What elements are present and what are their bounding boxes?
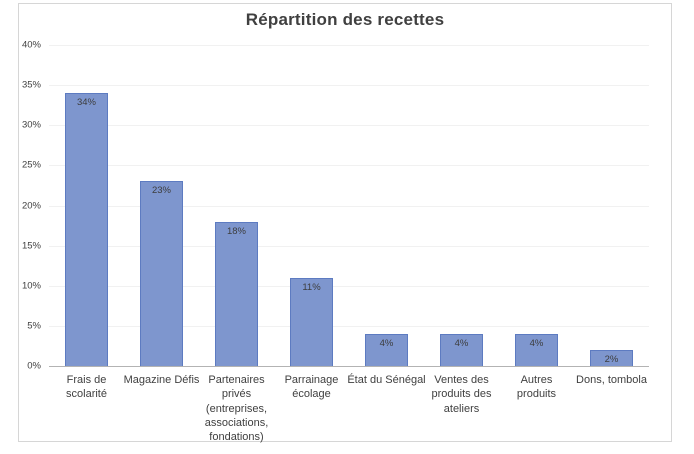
bar-3: 18%	[215, 221, 258, 366]
gridline	[49, 325, 649, 327]
x-axis-category-label: Ventes des produits des ateliers	[431, 374, 492, 415]
chart-frame: Répartition des recettes 0% 5% 10% 15% 20% 25…	[18, 3, 672, 443]
gridline	[49, 285, 649, 287]
y-axis-tick-label: 0%	[27, 360, 41, 372]
y-axis-tick-label: 30%	[21, 119, 41, 131]
bar-data-label: 4%	[454, 337, 469, 349]
x-axis-category-label: Frais de scolarité	[66, 374, 107, 401]
y-axis-tick-label: 10%	[21, 280, 41, 292]
bar-data-label: 34%	[76, 97, 96, 109]
bar-4: 11%	[290, 277, 333, 366]
y-axis-tick-label: 40%	[21, 39, 41, 51]
chart-title: Répartition des recettes	[245, 10, 445, 29]
bar-data-label: 2%	[604, 353, 619, 365]
bar-8: 2%	[590, 349, 633, 366]
bar-7: 4%	[515, 333, 558, 366]
bar-1: 34%	[65, 93, 108, 366]
x-axis-category-label: Parrainage écolage	[284, 374, 339, 401]
bar-5: 4%	[365, 333, 408, 366]
gridline	[49, 165, 649, 167]
y-axis-tick-label: 35%	[21, 79, 41, 91]
gridline	[49, 45, 649, 46]
y-axis-tick-label: 20%	[21, 200, 41, 211]
x-axis-category-label: Partenaires privés (entreprises, associa…	[204, 374, 269, 444]
x-axis-category-label: Magazine Défis	[123, 374, 200, 386]
plot-area: 0% 5% 10% 15% 20% 25% 30% 35% 40% 34% Frais de sco…	[22, 40, 649, 443]
bar-data-label: 18%	[226, 225, 246, 237]
gridline	[49, 85, 649, 87]
x-axis-category-label: Dons, tombola	[576, 374, 647, 386]
y-axis-tick-label: 15%	[21, 240, 41, 252]
bar-data-label: 23%	[151, 185, 171, 197]
gridline	[49, 205, 649, 207]
bar-data-label: 4%	[379, 337, 394, 349]
y-axis-tick-label: 5%	[27, 320, 41, 332]
bar-data-label: 4%	[529, 337, 544, 349]
gridline	[49, 125, 649, 127]
bar-data-label: 11%	[302, 281, 321, 293]
bar-6: 4%	[440, 333, 483, 366]
y-axis-tick-label: 25%	[21, 159, 41, 171]
gridline	[49, 245, 649, 247]
x-axis-category-label: État du Sénégal	[347, 374, 426, 386]
x-axis-line	[49, 366, 649, 367]
bar-2: 23%	[140, 181, 183, 366]
x-axis-category-label: Autres produits	[516, 374, 557, 401]
